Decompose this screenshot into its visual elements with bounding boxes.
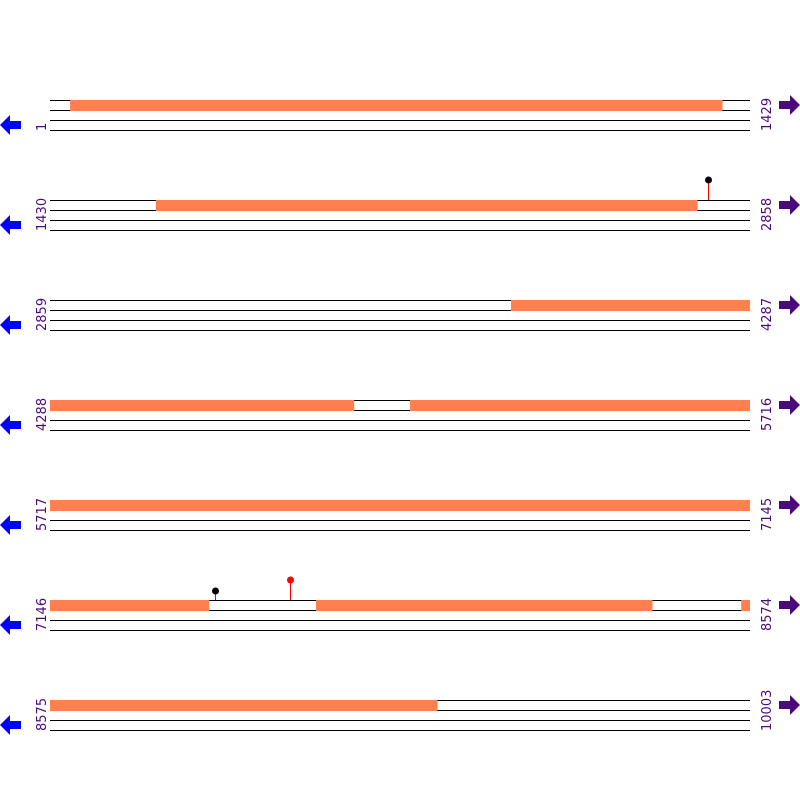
feature-bar[interactable] [510, 300, 750, 311]
arrow-left-icon[interactable] [0, 515, 21, 535]
feature-bar[interactable] [70, 100, 723, 111]
row-end-label: 2858 [760, 198, 775, 231]
arrow-left-icon[interactable] [0, 315, 21, 335]
arrow-left-icon[interactable] [0, 715, 21, 735]
row-end-label: 10003 [760, 690, 775, 731]
feature-bar[interactable] [50, 500, 750, 511]
row-start-label: 2859 [35, 298, 50, 331]
track-row: 4288 5716 [0, 395, 800, 435]
row-start-label: 5717 [35, 498, 50, 531]
row-end-label: 8574 [760, 598, 775, 631]
row-start-label: 4288 [35, 398, 50, 431]
row-start-label: 8575 [35, 698, 50, 731]
row-end-label: 1429 [760, 98, 775, 131]
feature-bar[interactable] [315, 600, 653, 611]
feature-bar[interactable] [741, 600, 750, 611]
track-row: 5717 7145 [0, 495, 800, 535]
arrow-right-icon[interactable] [779, 195, 800, 215]
marker-head[interactable] [705, 176, 712, 184]
row-end-label: 5716 [760, 398, 775, 431]
track-row: 1 1429 [0, 95, 800, 135]
arrow-right-icon[interactable] [779, 95, 800, 115]
arrow-right-icon[interactable] [779, 695, 800, 715]
feature-bar[interactable] [50, 400, 355, 411]
track-row: 7146 8574 [0, 576, 800, 635]
row-start-label: 7146 [35, 598, 50, 631]
feature-bar[interactable] [155, 200, 698, 211]
feature-bar[interactable] [50, 700, 438, 711]
arrow-right-icon[interactable] [779, 595, 800, 615]
arrow-left-icon[interactable] [0, 215, 21, 235]
row-start-label: 1430 [35, 198, 50, 231]
marker-head[interactable] [287, 576, 294, 584]
arrow-left-icon[interactable] [0, 115, 21, 135]
feature-bar[interactable] [410, 400, 750, 411]
arrow-left-icon[interactable] [0, 615, 21, 635]
track-row: 2859 4287 [0, 295, 800, 335]
row-end-label: 7145 [760, 498, 775, 531]
row-start-label: 1 [35, 123, 50, 131]
arrow-left-icon[interactable] [0, 415, 21, 435]
track-row: 1430 2858 [0, 176, 800, 235]
track-row: 8575 10003 [0, 690, 800, 735]
arrow-right-icon[interactable] [779, 495, 800, 515]
arrow-right-icon[interactable] [779, 295, 800, 315]
row-end-label: 4287 [760, 298, 775, 331]
arrow-right-icon[interactable] [779, 395, 800, 415]
feature-bar[interactable] [50, 600, 210, 611]
marker-head[interactable] [212, 587, 219, 595]
